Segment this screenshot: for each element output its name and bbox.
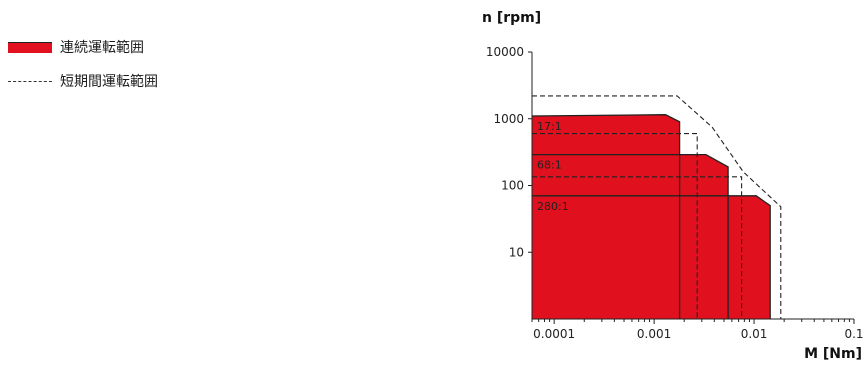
ratio-label-2: 280:1: [537, 200, 569, 213]
ratio-label-0: 17:1: [537, 120, 562, 133]
legend: 連続運転範囲 短期間運転範囲: [8, 36, 158, 104]
y-tick-label: 10: [509, 245, 524, 259]
x-tick-label: 0.01: [741, 327, 768, 341]
ratio-label-1: 68:1: [537, 159, 562, 172]
x-tick-label: 0.001: [637, 327, 671, 341]
y-tick-label: 10000: [486, 45, 524, 59]
y-axis-title: n [rpm]: [482, 10, 541, 26]
continuous-outline-0: [531, 114, 681, 319]
x-tick-label: 0.0001: [533, 327, 575, 341]
continuous-area-2: [532, 195, 771, 319]
short-term-line-1: [532, 133, 698, 319]
continuous-swatch: [8, 41, 52, 53]
x-tick-label: 0.1: [844, 327, 863, 341]
legend-item-continuous: 連続運転範囲: [8, 36, 158, 58]
continuous-outline-2: [532, 195, 771, 319]
short-term-swatch: [8, 80, 52, 82]
x-axis-title: M [Nm]: [804, 346, 862, 362]
continuous-outline-1: [532, 153, 729, 319]
short-term-line-0: [532, 95, 782, 319]
legend-item-short-term: 短期間運転範囲: [8, 70, 158, 92]
y-tick-label: 1000: [493, 112, 524, 126]
legend-label-short-term: 短期間運転範囲: [60, 74, 158, 90]
short-term-line-2: [532, 176, 743, 319]
y-tick-label: 100: [501, 179, 524, 193]
legend-label-continuous: 連続運転範囲: [60, 40, 144, 56]
